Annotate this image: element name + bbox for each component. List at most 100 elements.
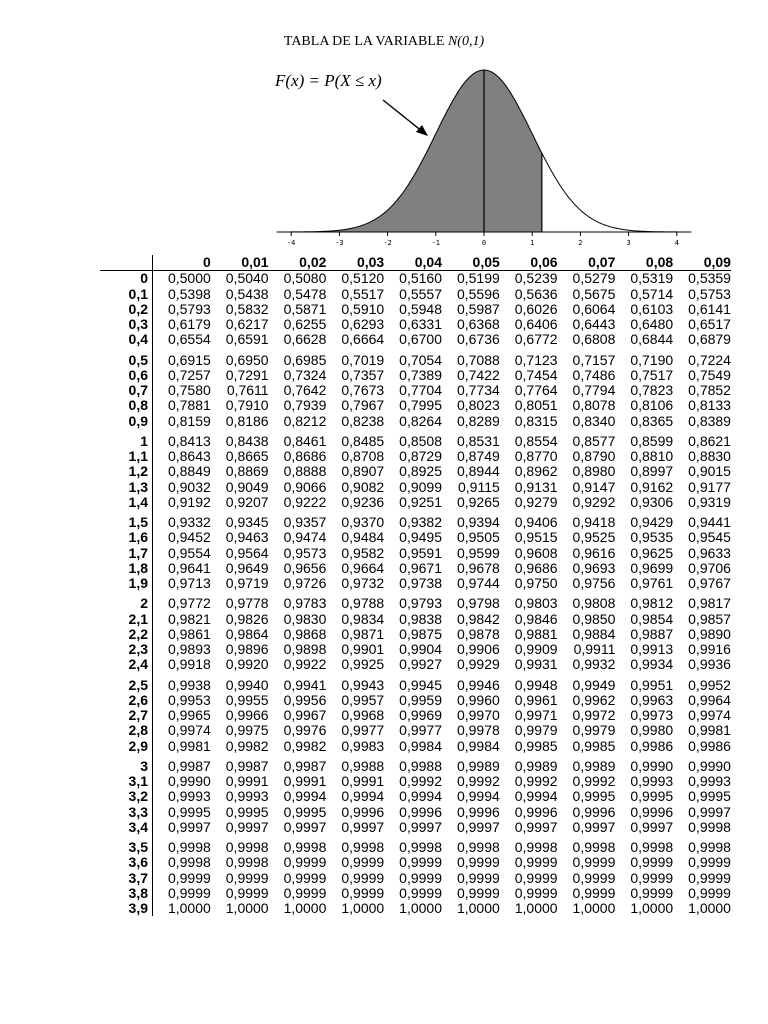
table-cell: 0,9997 (572, 818, 616, 835)
table-row: 2,1 0,9821 0,9826 0,9830 0,9834 0,9838 0,9842 0… (100, 610, 731, 627)
title-text: TABLA DE LA VARIABLE (283, 34, 445, 49)
table-cell: 0,9995 (572, 788, 616, 805)
table-row: 3,5 0,9998 0,9998 0,9998 0,9998 0,9998 0,9998 0… (100, 835, 731, 856)
table-cell: 0,8729 (399, 448, 442, 464)
table-cell: 0,9857 (688, 610, 731, 627)
table-cell: 0,9554 (167, 544, 211, 561)
table-cell: 0,7324 (283, 366, 327, 383)
table-cell: 0,9940 (225, 676, 269, 693)
table-cell: 0,9783 (283, 595, 327, 612)
table-cell: 0,9997 (167, 818, 211, 835)
table-cell: 0,5279 (572, 270, 616, 287)
row-header: 3,3 (100, 804, 153, 820)
table-cell: 0,9961 (514, 691, 558, 708)
table-cell: 0,8980 (572, 463, 616, 480)
table-cell: 0,5319 (630, 270, 674, 287)
table-cell: 0,9920 (225, 656, 269, 673)
table-row: 1,7 0,9554 0,9564 0,9573 0,9582 0,9591 0,9599 0… (100, 544, 731, 561)
table-cell: 0,9982 (283, 737, 327, 754)
table-cell: 0,8997 (630, 463, 674, 480)
table-cell: 0,9993 (167, 788, 211, 805)
table-cell: 0,9738 (399, 575, 442, 591)
table-cell: 0,9265 (456, 493, 500, 510)
table-cell: 0,5199 (456, 270, 500, 287)
table-cell: 0,9999 (399, 869, 442, 886)
table-cell: 0,9984 (399, 737, 442, 754)
table-cell: 0,6331 (399, 316, 442, 332)
table-cell: 0,9991 (341, 773, 385, 789)
table-cell: 0,9998 (630, 839, 674, 855)
table-cell: 0,7910 (225, 397, 269, 414)
axis-tick-label: 3 (626, 239, 630, 247)
table-row: 2,3 0,9893 0,9896 0,9898 0,9901 0,9904 0,9906 0… (100, 641, 731, 658)
table-cell: 0,7123 (514, 351, 558, 368)
table-cell: 0,9999 (341, 869, 385, 886)
table-cell: 0,7995 (399, 397, 442, 414)
table-cell: 0,9978 (456, 722, 500, 739)
table-cell: 0,8159 (167, 412, 211, 429)
table-cell: 0,9965 (167, 707, 211, 723)
table-cell: 0,8708 (341, 448, 385, 464)
table-cell: 0,9969 (399, 707, 442, 723)
table-cell: 0,9977 (341, 722, 385, 739)
table-cell: 0,9981 (167, 737, 211, 754)
table-cell: 0,9995 (688, 788, 731, 805)
table-cell: 0,6480 (630, 316, 674, 332)
table-cell: 0,9972 (572, 707, 616, 723)
col-header: 0,06 (499, 254, 558, 272)
row-header: 3,8 (100, 885, 153, 901)
table-cell: 0,8389 (688, 412, 731, 429)
table-cell: 0,9999 (572, 869, 616, 886)
table-cell: 0,9999 (630, 869, 674, 886)
table-cell: 0,9878 (456, 625, 500, 642)
table-cell: 1,0000 (225, 900, 269, 916)
table-cell: 0,9997 (283, 818, 327, 835)
table-cell: 0,9992 (572, 773, 616, 789)
table-cell: 0,9713 (167, 575, 211, 591)
table-cell: 0,9994 (399, 788, 442, 805)
table-cell: 0,5871 (283, 300, 327, 317)
table-cell: 0,9345 (225, 514, 269, 530)
table-cell: 0,9999 (456, 884, 500, 901)
table-cell: 0,9778 (225, 595, 269, 612)
row-header: 0,5 (100, 347, 153, 368)
table-cell: 0,9582 (341, 544, 385, 561)
table-cell: 0,9991 (225, 773, 269, 789)
table-cell: 0,9995 (225, 803, 269, 820)
table-cell: 0,8023 (456, 397, 500, 414)
table-cell: 0,9418 (572, 514, 616, 530)
table-cell: 0,9750 (514, 575, 558, 591)
table-cell: 0,5793 (167, 300, 211, 317)
table-cell: 0,9994 (341, 788, 385, 805)
row-header: 2,3 (100, 641, 153, 658)
table-cell: 0,6217 (225, 316, 269, 332)
table-cell: 0,9997 (456, 818, 500, 835)
table-cell: 0,9484 (341, 529, 385, 546)
row-header: 3 (100, 753, 153, 774)
table-cell: 0,9918 (167, 656, 211, 673)
table-cell: 0,9664 (341, 559, 385, 576)
table-row: 2,6 0,9953 0,9955 0,9956 0,9957 0,9959 0,9960 0… (100, 691, 731, 708)
table-cell: 0,9990 (688, 757, 731, 774)
table-cell: 0,5832 (225, 300, 269, 317)
table-cell: 0,9909 (514, 641, 558, 657)
table-cell: 0,9788 (341, 595, 385, 612)
table-cell: 1,0000 (514, 900, 558, 916)
table-cell: 0,9994 (514, 788, 558, 805)
table-cell: 0,7611 (226, 382, 269, 398)
table-cell: 0,5040 (225, 270, 269, 287)
table-cell: 0,9906 (456, 641, 500, 657)
table-row: 0,6 0,7257 0,7291 0,7324 0,7357 0,7389 0,7422 0… (100, 366, 731, 383)
table-cell: 0,9997 (225, 818, 269, 835)
table-cell: 0,5120 (341, 270, 385, 287)
table-row: 1 0,8413 0,8438 0,8461 0,8485 0,8508 0,8531 0,8… (100, 428, 731, 449)
table-cell: 0,9429 (630, 514, 674, 530)
table-cell: 0,9808 (572, 595, 616, 612)
table-cell: 0,9979 (572, 722, 616, 739)
table-cell: 0,9943 (341, 676, 385, 693)
table-cell: 0,6517 (688, 316, 731, 332)
table-cell: 0,9838 (399, 610, 442, 627)
table-cell: 0,9998 (341, 839, 385, 855)
table-cell: 0,9981 (688, 722, 731, 739)
